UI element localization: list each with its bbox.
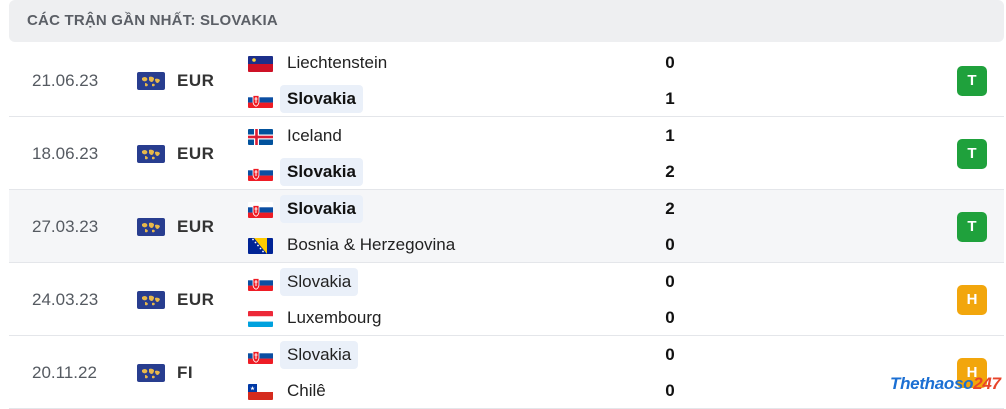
competition-icon [137, 145, 165, 163]
match-date: 18.06.23 [32, 144, 99, 163]
competition-icon [137, 291, 165, 309]
result-badge: T [957, 139, 987, 169]
match-date: 21.06.23 [32, 71, 99, 90]
team-row-home: Slovakia 0 [248, 341, 708, 369]
team-score: 0 [665, 308, 675, 327]
team-name[interactable]: Iceland [287, 126, 342, 145]
iceland-flag-icon [248, 129, 273, 145]
competition-icon [137, 72, 165, 90]
competition-label: EUR [177, 290, 215, 309]
competition-label: EUR [177, 217, 215, 236]
match-row[interactable]: 24.03.23 EUR Slovakia 0 Luxembourg 0 H [9, 263, 1004, 336]
chile-flag-icon [248, 384, 273, 400]
result-badge: H [957, 358, 987, 388]
result-badge: H [957, 285, 987, 315]
competition-label: FI [177, 363, 194, 382]
slovakia-flag-icon [248, 202, 273, 218]
watermark-text-2: 247 [973, 374, 1001, 393]
competition-label: EUR [177, 71, 215, 90]
team-name[interactable]: Slovakia [280, 158, 363, 186]
team-row-away: Chilê 0 [248, 377, 708, 405]
watermark-logo: Thethaoso247 [890, 374, 1001, 394]
team-row-home: Liechtenstein 0 [248, 49, 708, 77]
team-name[interactable]: Chilê [287, 381, 326, 400]
slovakia-flag-icon [248, 348, 273, 364]
team-score: 0 [665, 345, 675, 364]
section-title: CÁC TRẬN GẦN NHẤT: SLOVAKIA [27, 12, 278, 29]
result-badge: T [957, 66, 987, 96]
team-row-away: Bosnia & Herzegovina 0 [248, 231, 708, 259]
match-date: 27.03.23 [32, 217, 99, 236]
team-score: 1 [665, 126, 675, 145]
watermark-text-1: Thethaoso [890, 374, 974, 393]
team-score: 1 [665, 89, 675, 108]
team-name[interactable]: Slovakia [280, 341, 359, 369]
luxembourg-flag-icon [248, 311, 273, 327]
team-score: 2 [665, 162, 675, 181]
team-row-away: Slovakia 2 [248, 158, 708, 186]
team-row-away: Slovakia 1 [248, 85, 708, 113]
match-row[interactable]: 21.06.23 EUR Liechtenstein 0 Slovakia 1 … [9, 44, 1004, 117]
bosnia-flag-icon [248, 238, 273, 254]
team-score: 0 [665, 53, 675, 72]
competition-icon [137, 218, 165, 236]
team-row-home: Slovakia 2 [248, 195, 708, 223]
competition-label: EUR [177, 144, 215, 163]
team-name[interactable]: Bosnia & Herzegovina [287, 235, 456, 254]
team-score: 2 [665, 199, 675, 218]
match-row[interactable]: 18.06.23 EUR Iceland 1 Slovakia 2 T [9, 117, 1004, 190]
match-date: 24.03.23 [32, 290, 99, 309]
team-row-home: Iceland 1 [248, 122, 708, 150]
team-score: 0 [665, 272, 675, 291]
team-row-home: Slovakia 0 [248, 268, 708, 296]
liechtenstein-flag-icon [248, 56, 273, 72]
team-score: 0 [665, 235, 675, 254]
team-row-away: Luxembourg 0 [248, 304, 708, 332]
slovakia-flag-icon [248, 275, 273, 291]
team-name[interactable]: Liechtenstein [287, 53, 388, 72]
match-row[interactable]: 27.03.23 EUR Slovakia 2 Bosnia & Herzego… [9, 190, 1004, 263]
team-name[interactable]: Slovakia [280, 268, 359, 296]
team-name[interactable]: Slovakia [280, 85, 363, 113]
competition-icon [137, 364, 165, 382]
result-badge: T [957, 212, 987, 242]
match-date: 20.11.22 [32, 363, 97, 382]
team-name[interactable]: Luxembourg [287, 308, 382, 327]
match-row[interactable]: 20.11.22 FI Slovakia 0 Chilê 0 H [9, 336, 1004, 409]
team-name[interactable]: Slovakia [280, 195, 363, 223]
slovakia-flag-icon [248, 165, 273, 181]
slovakia-flag-icon [248, 92, 273, 108]
section-header: CÁC TRẬN GẦN NHẤT: SLOVAKIA [9, 0, 1004, 42]
team-score: 0 [665, 381, 675, 400]
